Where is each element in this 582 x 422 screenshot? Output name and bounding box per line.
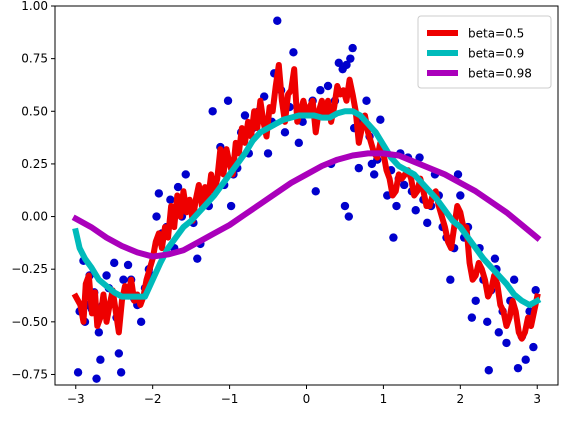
scatter-point [399, 180, 409, 190]
series-line-3 [71, 150, 542, 260]
y-tick-label: 1.00 [21, 0, 48, 13]
scatter-point [521, 355, 530, 364]
y-tick-label: 0.25 [21, 157, 48, 171]
scatter-point [116, 368, 126, 377]
x-tick-label: −2 [144, 392, 162, 406]
scatter-point [181, 170, 190, 179]
y-tick-label: −0.50 [11, 315, 48, 329]
scatter-point [423, 218, 432, 228]
scatter-point [346, 54, 355, 63]
scatter-point [273, 16, 282, 25]
scatter-point [114, 349, 124, 358]
scatter-point [289, 48, 298, 57]
scatter-point [342, 60, 351, 70]
scatter-point [502, 338, 511, 348]
scatter-point [96, 355, 105, 364]
scatter-point [294, 138, 304, 148]
scatter-point [152, 212, 161, 221]
plot-area [71, 16, 542, 383]
scatter-point [494, 328, 503, 337]
scatter-point [392, 201, 401, 211]
scatter-point [376, 115, 385, 124]
x-axis: −3 −2 −1 0 1 2 3 [67, 385, 541, 406]
scatter-point [411, 206, 420, 215]
scatter-point [490, 254, 500, 263]
x-tick-label: −1 [221, 392, 239, 406]
y-tick-label: 0.75 [21, 52, 48, 66]
scatter-point [193, 254, 202, 263]
scatter-point [483, 317, 492, 327]
scatter-point [446, 275, 455, 284]
y-tick-label: −0.75 [11, 367, 48, 381]
y-axis: −0.75 −0.50 −0.25 0.00 0.25 0.50 0.75 1.00 [11, 0, 55, 381]
scatter-point [166, 195, 175, 204]
scatter-point [102, 271, 111, 280]
scatter-point [354, 163, 363, 173]
scatter-point [513, 363, 523, 373]
scatter-point [453, 170, 463, 179]
scatter-point [280, 128, 290, 137]
scatter-point [173, 182, 183, 192]
scatter-point [509, 275, 519, 284]
scatter-point [154, 189, 164, 198]
scatter-point [467, 313, 477, 322]
x-tick-label: 2 [457, 392, 465, 406]
scatter-point [73, 368, 83, 377]
x-tick-label: −3 [67, 392, 85, 406]
scatter-point [415, 153, 424, 162]
scatter-point [208, 107, 217, 116]
scatter-point [92, 374, 101, 383]
scatter-point [226, 201, 236, 211]
scatter-point [348, 43, 357, 53]
series-line-2 [72, 108, 542, 308]
scatter-point [311, 187, 320, 196]
scatter-point [263, 149, 273, 158]
scatter-point [389, 233, 398, 242]
scatter-point [362, 96, 371, 105]
y-tick-label: 0.50 [21, 104, 48, 118]
scatter-point [136, 317, 146, 327]
scatter-point [223, 96, 233, 105]
scatter-point [344, 212, 354, 221]
scatter-point [529, 342, 538, 352]
scatter-point [323, 81, 333, 91]
legend-label-1: beta=0.5 [468, 27, 524, 41]
scatter-point [456, 191, 465, 200]
legend-label-2: beta=0.9 [468, 47, 524, 61]
scatter-point [531, 286, 540, 295]
x-tick-label: 0 [303, 392, 311, 406]
scatter-point [340, 201, 350, 211]
legend: beta=0.5 beta=0.9 beta=0.98 [417, 15, 552, 89]
x-tick-label: 1 [380, 392, 388, 406]
scatter-point [110, 258, 119, 268]
scatter-point [471, 296, 480, 305]
scatter-point [316, 86, 325, 95]
legend-label-3: beta=0.98 [468, 67, 532, 81]
scatter-point [334, 58, 344, 68]
y-tick-label: 0.00 [21, 210, 48, 224]
x-tick-label: 3 [533, 392, 541, 406]
scatter-point [94, 328, 104, 337]
scatter-point [123, 260, 133, 270]
scatter-point [240, 111, 250, 120]
scatter-point [119, 275, 128, 284]
scatter-point [484, 366, 493, 375]
y-tick-label: −0.25 [11, 262, 48, 276]
scatter-point [369, 170, 379, 179]
